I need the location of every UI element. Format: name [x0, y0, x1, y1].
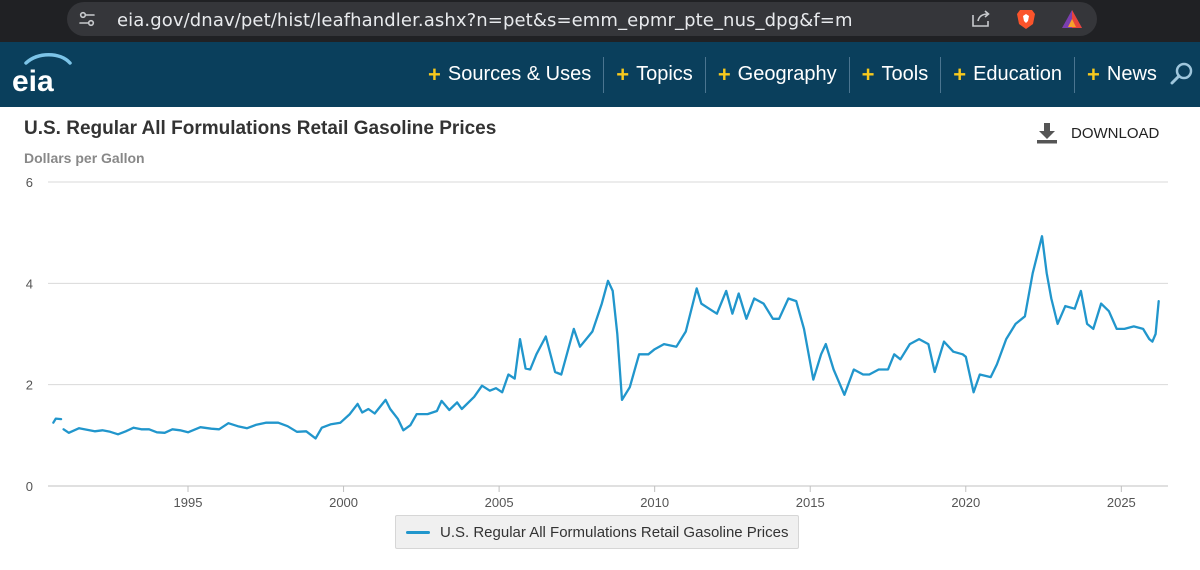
- nav-label: Education: [973, 63, 1063, 85]
- brave-rewards-icon[interactable]: [1061, 8, 1083, 30]
- x-tick-label: 2020: [951, 495, 980, 510]
- nav-label: Topics: [636, 63, 693, 85]
- download-label: DOWNLOAD: [1071, 124, 1160, 142]
- plus-icon: +: [616, 61, 630, 87]
- chart-title: U.S. Regular All Formulations Retail Gas…: [24, 118, 497, 139]
- brave-shield-icon[interactable]: [1015, 8, 1037, 30]
- url-text[interactable]: eia.gov/dnav/pet/hist/leafhandler.ashx?n…: [117, 10, 853, 31]
- nav-label: News: [1106, 63, 1157, 85]
- legend-label: U.S. Regular All Formulations Retail Gas…: [440, 523, 789, 541]
- nav-sources-uses[interactable]: + Sources & Uses: [420, 57, 603, 93]
- nav-label: Sources & Uses: [447, 63, 592, 85]
- nav-topics[interactable]: + Topics: [603, 56, 705, 93]
- nav-tools[interactable]: + Tools: [848, 56, 941, 93]
- address-bar[interactable]: eia.gov/dnav/pet/hist/leafhandler.ashx?n…: [67, 2, 1097, 36]
- nav-education[interactable]: + Education: [940, 56, 1074, 93]
- legend-swatch: [406, 530, 430, 534]
- plus-icon: +: [428, 61, 441, 87]
- chart-legend[interactable]: U.S. Regular All Formulations Retail Gas…: [395, 515, 799, 549]
- x-tick-label: 2015: [796, 495, 825, 510]
- x-tick-label: 2025: [1107, 495, 1136, 510]
- price-chart[interactable]: 0 2 4 6 1995 2000 2005 2010 2015 2020 2025: [0, 170, 1200, 515]
- plus-icon: +: [717, 61, 731, 87]
- main-nav: + Sources & Uses + Topics + Geography + Tool…: [420, 42, 1169, 107]
- site-settings-icon[interactable]: [77, 9, 97, 29]
- x-tick-label: 2005: [485, 495, 514, 510]
- nav-label: Tools: [881, 63, 929, 85]
- chart-units: Dollars per Gallon: [24, 150, 145, 166]
- series-line: [52, 417, 63, 424]
- download-icon: [1037, 123, 1057, 144]
- site-header: eia + Sources & Uses + Topics + Geography +…: [0, 42, 1200, 107]
- nav-geography[interactable]: + Geography: [704, 56, 849, 93]
- logo-text: eia: [12, 65, 54, 97]
- search-icon[interactable]: [1170, 62, 1194, 86]
- y-tick-label: 6: [26, 175, 33, 190]
- y-tick-label: 4: [26, 276, 33, 291]
- plus-icon: +: [1087, 61, 1100, 87]
- plus-icon: +: [861, 61, 875, 87]
- nav-label: Geography: [737, 63, 837, 85]
- share-icon[interactable]: [970, 9, 992, 29]
- y-tick-label: 0: [26, 479, 33, 494]
- x-tick-label: 1995: [174, 495, 203, 510]
- plus-icon: +: [953, 61, 967, 87]
- series-line: [62, 235, 1160, 440]
- browser-toolbar: eia.gov/dnav/pet/hist/leafhandler.ashx?n…: [0, 0, 1200, 42]
- nav-news[interactable]: + News: [1074, 56, 1169, 93]
- download-button[interactable]: DOWNLOAD: [1036, 122, 1159, 144]
- x-tick-label: 2000: [329, 495, 358, 510]
- eia-logo[interactable]: eia: [12, 53, 82, 97]
- y-tick-label: 2: [26, 378, 33, 393]
- x-tick-label: 2010: [640, 495, 669, 510]
